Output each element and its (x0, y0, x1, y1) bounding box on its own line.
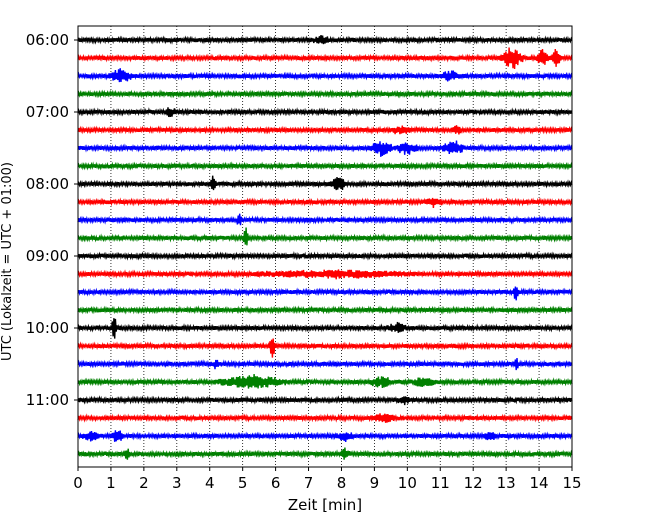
x-tick-label: 14 (530, 474, 549, 492)
seismic-trace (77, 251, 573, 261)
x-tick-label: 10 (398, 474, 417, 492)
seismic-trace (77, 447, 573, 460)
seismic-trace (77, 89, 573, 99)
seismic-trace (77, 358, 573, 371)
seismic-trace (77, 395, 573, 406)
seismic-trace (77, 68, 573, 83)
seismic-trace (77, 197, 573, 209)
x-tick-label: 6 (271, 474, 281, 492)
y-tick-label: 06:00 (26, 31, 69, 49)
seismic-trace (77, 35, 573, 45)
x-tick-label: 12 (464, 474, 483, 492)
seismic-trace (77, 318, 573, 339)
y-tick-label: 10:00 (26, 319, 69, 337)
x-tick-label: 5 (238, 474, 248, 492)
seismic-trace (77, 305, 573, 315)
x-tick-label: 1 (106, 474, 116, 492)
seismic-trace (77, 413, 573, 423)
x-tick-label: 15 (562, 474, 581, 492)
x-tick-label: 9 (370, 474, 380, 492)
plot-frame (77, 25, 573, 468)
x-tick-label: 0 (73, 474, 83, 492)
x-tick-label: 13 (497, 474, 516, 492)
seismic-trace (77, 107, 573, 118)
seismic-trace (77, 175, 573, 191)
seismic-trace (77, 227, 573, 246)
y-tick-label: 08:00 (26, 175, 69, 193)
seismic-trace (77, 47, 573, 70)
trace-series (77, 35, 573, 460)
x-tick-label: 8 (337, 474, 347, 492)
x-tick-label: 2 (139, 474, 149, 492)
seismic-trace (77, 430, 573, 442)
seismic-trace (77, 125, 573, 135)
y-tick-label: 11:00 (26, 391, 69, 409)
x-axis-label: Zeit [min] (288, 496, 362, 514)
seismic-trace (77, 269, 573, 280)
x-tick-label: 3 (172, 474, 182, 492)
seismic-trace (77, 373, 573, 389)
y-tick-label: 07:00 (26, 103, 69, 121)
seismic-trace (77, 338, 573, 358)
x-tick-label: 7 (304, 474, 314, 492)
seismic-trace (77, 161, 573, 171)
seismic-trace (77, 213, 573, 226)
seismic-trace (77, 140, 573, 157)
y-tick-label: 09:00 (26, 247, 69, 265)
x-tick-label: 4 (205, 474, 215, 492)
axis-ticks: 0 1 2 3 4 5 6 7 8 9 10 11 12 13 14 1506:0007:0008:0009:… (26, 31, 582, 492)
seismic-trace (77, 286, 573, 301)
y-axis-label: UTC (Lokalzeit = UTC + 01:00) (0, 162, 15, 361)
x-tick-label: 11 (431, 474, 450, 492)
